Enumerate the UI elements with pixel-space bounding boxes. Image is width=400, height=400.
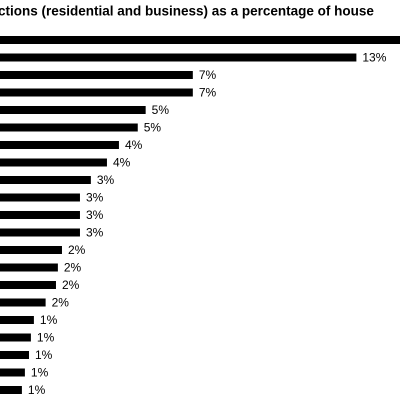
value-label: 13% [362,51,386,65]
value-label: 2% [64,261,82,275]
bar [0,36,400,44]
bar [0,176,91,184]
value-label: 2% [68,243,86,257]
bar [0,316,34,324]
bar [0,71,193,79]
bar [0,123,138,132]
bar [0,386,22,394]
value-label: 2% [52,296,70,310]
value-label: 3% [97,173,115,187]
value-label: 5% [144,121,162,135]
bar [0,263,58,272]
bar [0,228,80,237]
value-label: 1% [40,313,58,327]
bar [0,158,107,167]
value-label: 4% [113,156,131,170]
bar [0,351,29,359]
value-label: 1% [31,366,49,380]
value-label: 3% [86,208,104,222]
bar [0,298,46,307]
bar [0,88,193,97]
bar [0,246,62,254]
bar [0,281,56,289]
value-label: 7% [199,68,217,82]
value-label: 7% [199,86,217,100]
value-label: 1% [28,383,46,397]
bar [0,193,80,202]
value-label: 3% [86,226,104,240]
value-label: 4% [125,138,143,152]
value-label: 3% [86,191,104,205]
bar [0,106,146,114]
value-label: 2% [62,278,80,292]
bar [0,53,357,62]
bar [0,211,80,219]
bar [0,333,31,342]
value-label: 1% [35,348,53,362]
bar [0,141,119,149]
value-label: 1% [37,331,55,345]
bar [0,368,25,377]
chart-title: ctions (residential and business) as a p… [0,4,374,19]
value-label: 5% [152,103,170,117]
